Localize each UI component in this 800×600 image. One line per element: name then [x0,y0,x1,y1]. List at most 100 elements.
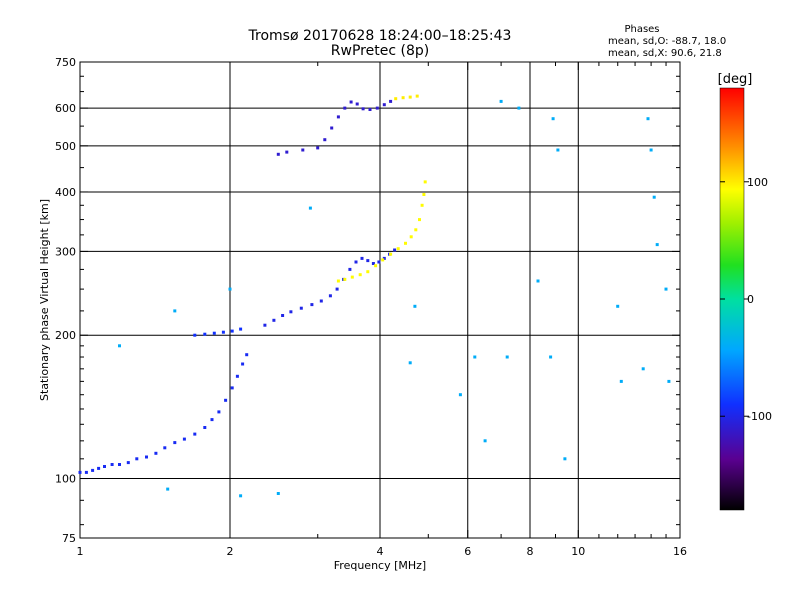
echo-point [517,106,521,110]
echo-point [335,287,339,291]
echo-point [348,267,352,271]
echo-point [646,117,650,121]
x-tick-label: 2 [227,545,234,558]
echo-point [652,195,656,199]
echo-point [354,260,358,264]
echo-point [203,426,207,429]
echo-point [310,303,314,307]
x-axis-label: Frequency [MHz] [334,559,426,572]
echo-point [103,465,106,468]
echo-point [221,330,225,334]
echo-point [414,228,418,232]
echo-point [239,327,243,331]
echo-point [408,95,412,99]
echo-points [78,94,671,498]
echo-point [366,270,370,274]
echo-point [499,99,503,103]
echo-point [382,256,386,260]
echo-point [289,310,293,314]
y-tick-label: 400 [55,186,76,199]
echo-point [396,247,400,251]
echo-point [413,304,417,308]
y-axis-label: Stationary phase Virtual Height [km] [38,199,51,401]
y-tick-label: 100 [55,473,76,486]
echo-point [536,279,540,283]
echo-point [393,248,397,252]
phases-heading: Phases [624,24,659,35]
echo-point [228,287,232,291]
echo-point [163,446,167,450]
echo-point [328,294,332,298]
echo-point [343,106,347,110]
x-tick-label: 6 [464,545,471,558]
echo-point [210,418,214,422]
echo-point [230,386,234,390]
echo-point [203,332,207,336]
colorbar-tick-label: 100 [747,176,768,189]
echo-point [368,108,372,111]
echo-point [355,102,359,106]
echo-point [404,241,407,245]
echo-point [281,314,285,317]
echo-point [235,374,239,378]
y-tick-label: 600 [55,102,76,115]
echo-point [641,367,645,371]
echo-point [664,287,668,291]
x-tick-label: 1 [77,545,84,558]
echo-point [217,410,221,414]
echo-point [551,117,555,121]
echo-point [285,150,289,154]
echo-point [91,468,95,472]
echo-point [84,470,88,474]
x-tick-label: 4 [377,545,384,558]
echo-point [272,318,276,322]
echo-point [394,97,398,101]
echo-point [371,262,375,265]
y-tick-label: 75 [62,532,76,545]
echo-point [308,206,312,210]
echo-point [319,299,323,303]
chart-subtitle: RwPretec (8p) [331,43,429,59]
colorbar-tick-label: -100 [747,410,772,423]
echo-point [193,432,197,436]
echo-point [505,355,509,359]
echo-point [418,218,421,222]
echo-point [556,148,560,152]
echo-point [375,106,379,110]
echo-point [377,260,381,264]
echo-point [655,243,659,247]
echo-point [78,470,82,474]
echo-point [154,451,158,455]
axis-ticks: 1 2 4 6 8 10 16 75 100 200 300 400 500 600 750 [55,56,687,558]
echo-point [343,277,347,281]
echo-point [110,463,114,466]
echo-point [381,258,385,262]
echo-point [409,235,413,239]
echo-point [118,463,121,466]
phases-o-stats: mean, sd,O: -88.7, 18.0 [608,36,726,47]
x-tick-label: 8 [527,545,534,558]
echo-point [408,361,412,365]
echo-point [276,492,280,495]
x-tick-label: 10 [571,545,585,558]
echo-point [276,152,280,156]
x-tick-label: 16 [673,545,687,558]
echo-point [366,259,370,263]
echo-point [667,379,671,383]
echo-point [358,273,362,277]
echo-point [422,193,426,196]
echo-point [415,94,419,98]
echo-point [193,333,197,337]
colorbar-tick-label: 0 [747,293,754,306]
echo-point [118,344,121,348]
echo-point [263,323,267,327]
echo-point [549,355,553,359]
echo-point [299,306,303,310]
echo-point [323,138,327,142]
echo-point [241,362,245,366]
echo-point [473,355,477,359]
echo-point [182,437,186,441]
y-tick-label: 750 [55,56,76,69]
echo-point [173,309,177,313]
echo-point [336,279,340,283]
